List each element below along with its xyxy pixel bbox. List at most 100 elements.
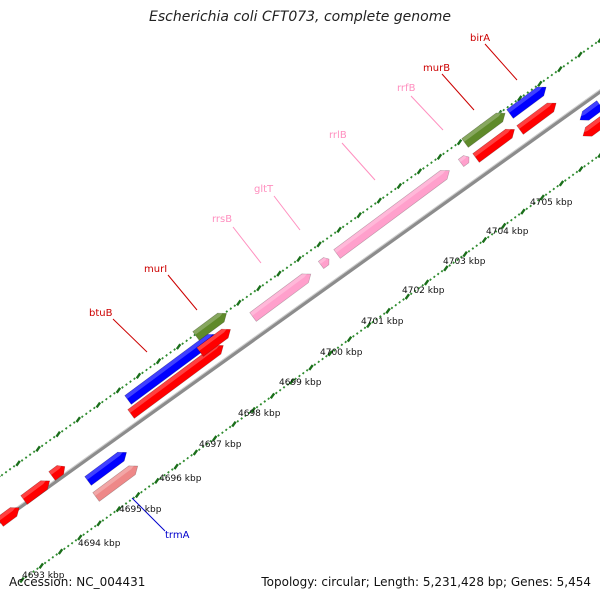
inner-ruler-dot — [471, 247, 475, 250]
murI-leader — [167, 274, 198, 311]
inner-ruler-dot — [286, 383, 290, 386]
inner-ruler-dot — [259, 402, 263, 406]
outer-ruler-dot — [44, 441, 48, 445]
outer-ruler-dot — [305, 251, 309, 255]
inner-ruler-dot — [352, 334, 355, 338]
inner-ruler-dot — [66, 544, 70, 548]
outer-ruler-dot — [394, 187, 397, 191]
inner-ruler-dot — [28, 572, 32, 576]
inner-ruler-dot — [402, 298, 405, 301]
outer-ruler-dot — [121, 386, 124, 389]
outer-ruler-dot — [4, 470, 8, 474]
inner-ruler-dot — [379, 315, 382, 318]
inner-ruler-dot — [432, 275, 436, 279]
outer-ruler-dot — [173, 348, 176, 351]
rrsB-arrow — [249, 271, 312, 322]
inner-ruler-tick — [558, 180, 565, 187]
inner-ruler-dot — [456, 258, 459, 262]
rrlB-leader — [341, 142, 376, 181]
accession: Accession: NC_004431 — [9, 575, 146, 589]
gene-label-rrfB: rrfB — [397, 83, 416, 94]
outer-ruler-dot — [72, 421, 76, 424]
outer-ruler-tick — [55, 431, 61, 438]
outer-ruler-dot — [40, 444, 44, 448]
inner-ruler-tick — [77, 534, 83, 541]
outer-ruler-dot — [185, 339, 188, 343]
outer-ruler-tick — [436, 153, 443, 160]
outer-ruler-dot — [422, 167, 425, 170]
right-gene-arrow-body — [579, 100, 600, 121]
gene-labels: btuB murI rrsB gltT rrlB rrfB murB birA trmA — [89, 33, 490, 541]
gltT-leader — [273, 195, 301, 231]
inner-ruler-dot — [448, 264, 452, 267]
outer-ruler-dot — [149, 365, 152, 369]
outer-ruler-dot — [285, 266, 289, 270]
outer-ruler-dot — [48, 438, 52, 442]
inner-ruler-dot — [105, 516, 109, 520]
outer-ruler-dot — [590, 44, 594, 48]
outer-ruler-dot — [88, 409, 92, 413]
inner-ruler-dot — [228, 425, 232, 429]
inner-ruler-tick — [308, 364, 314, 371]
ruler-label: 4697 kbp — [199, 440, 242, 450]
inner-ruler-tick — [231, 421, 237, 428]
outer-ruler-dot — [450, 146, 453, 150]
inner-ruler-dot — [494, 230, 498, 233]
outer-ruler-tick — [416, 168, 423, 175]
inner-ruler-dot — [217, 434, 220, 437]
inner-ruler-tick — [192, 449, 199, 456]
inner-ruler-dot — [583, 164, 586, 168]
inner-ruler-dot — [294, 377, 297, 381]
outer-ruler-dot — [542, 79, 546, 83]
birA-cds-arrow-body — [516, 102, 557, 135]
murI-misc-arrow-shine — [192, 310, 225, 335]
inner-ruler-dot — [221, 431, 224, 435]
inner-ruler-dot — [529, 204, 532, 208]
genome-summary: Topology: circular; Length: 5,231,428 bp… — [261, 575, 591, 589]
outer-ruler-tick — [236, 299, 242, 306]
inner-ruler-dot — [440, 269, 444, 273]
outer-ruler-dot — [20, 459, 24, 462]
inner-ruler-dot — [43, 561, 47, 565]
outer-ruler-dot — [161, 356, 164, 360]
outer-ruler-dot — [550, 73, 554, 77]
ruler-label: 4701 kbp — [361, 317, 404, 327]
left-cds-arrow-2 — [48, 463, 66, 481]
left-cds-arrow-1 — [20, 478, 51, 505]
left-cds-arrow-3-body — [0, 507, 20, 527]
outer-ruler-dot — [313, 245, 317, 249]
outer-ruler-dot — [534, 85, 538, 89]
trmA-trna-arrow-body — [92, 465, 139, 502]
trmA-leader — [131, 497, 166, 532]
inner-ruler-dot — [490, 232, 494, 236]
outer-ruler-dot — [80, 415, 84, 419]
trmA-gene-arrow — [84, 449, 127, 486]
inner-ruler-tick — [346, 336, 353, 343]
inner-ruler-dot — [82, 533, 85, 537]
gltT-arrow-shine — [318, 256, 328, 265]
inner-ruler-dot — [409, 292, 413, 296]
outer-ruler-dot — [402, 181, 405, 185]
outer-ruler-dot — [414, 172, 417, 176]
outer-ruler-dot — [289, 263, 293, 267]
rrfB-arrow-shine — [458, 154, 468, 163]
outer-ruler-dot — [373, 202, 377, 205]
outer-ruler-dot — [446, 149, 449, 153]
inner-ruler-dot — [248, 411, 251, 415]
ruler-label: 4699 kbp — [279, 378, 322, 388]
inner-ruler-dot — [120, 504, 124, 508]
inner-ruler-dot — [32, 570, 35, 573]
gene-label-gltT: gltT — [254, 184, 274, 195]
right-cds-arrow — [581, 116, 600, 137]
inner-ruler-dot — [167, 470, 170, 474]
inner-ruler-dot — [325, 354, 328, 358]
outer-ruler-dot — [385, 193, 389, 197]
inner-ruler-dot — [517, 213, 521, 216]
inner-ruler-dot — [390, 306, 394, 310]
backbone-line — [0, 89, 600, 524]
inner-ruler-tick — [173, 463, 179, 470]
outer-ruler-dot — [353, 216, 357, 220]
outer-ruler-dot — [566, 62, 570, 65]
inner-ruler-dot — [594, 156, 598, 160]
inner-ruler-dot — [298, 374, 301, 378]
